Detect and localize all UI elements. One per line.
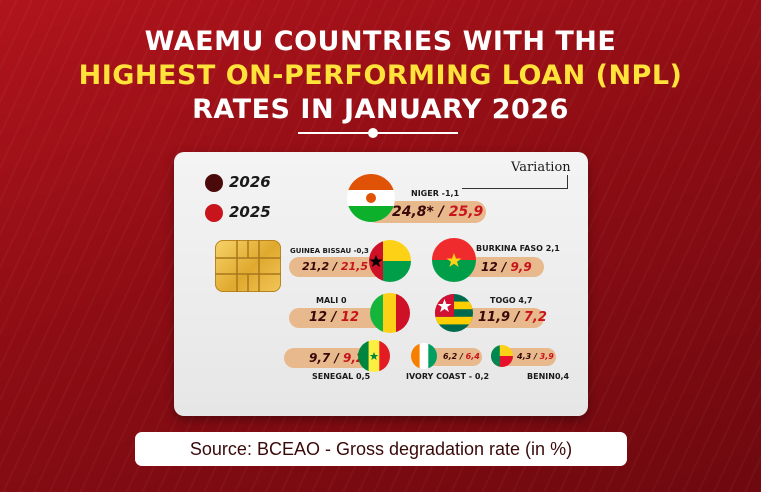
legend-dot-2025 <box>205 204 223 222</box>
legend-dot-2026 <box>205 174 223 192</box>
title-line-3: RATES IN JANUARY 2026 <box>192 94 569 125</box>
value-2026-guinea-bissau: 21,2 <box>302 260 330 273</box>
value-2025-ivory-coast: 6,4 <box>465 352 480 361</box>
mali-flag-icon <box>370 293 410 333</box>
value-guinea-bissau: 21,2 / 21,5 <box>302 260 368 273</box>
value-2025-niger: 25,9 <box>448 204 484 220</box>
pill-niger <box>366 201 486 223</box>
togo-flag-icon <box>435 294 473 332</box>
country-benin: BENIN0,4 <box>527 372 570 381</box>
burkina-faso-flag-icon <box>432 238 476 282</box>
source-box <box>135 432 627 466</box>
value-2026-benin: 4,3 <box>517 352 532 361</box>
value-2025-burkina-faso: 9,9 <box>510 260 532 274</box>
value-2026-burkina-faso: 12 <box>481 260 498 274</box>
value-benin: 4,3 / 3,9 <box>517 352 554 361</box>
pill-mali <box>289 308 389 328</box>
variation-leader-tick <box>567 175 568 189</box>
value-niger: 24,8* / 25,9 <box>392 204 484 220</box>
variation-label: Variation <box>511 160 571 175</box>
card-chip-icon <box>215 240 281 292</box>
value-2026-mali: 12 <box>309 310 328 325</box>
value-2026-togo: 11,9 <box>478 310 511 325</box>
benin-flag-icon <box>491 345 513 367</box>
country-guinea-bissau: GUINEA BISSAU -0,3 <box>290 247 369 255</box>
title-line-1: WAEMU COUNTRIES WITH THE <box>144 26 617 57</box>
value-2025-togo: 7,2 <box>523 310 547 325</box>
country-niger: NIGER -1,1 <box>411 189 460 198</box>
value-togo: 11,9 / 7,2 <box>478 310 547 325</box>
value-2026-senegal: 9,7 <box>309 351 331 365</box>
value-ivory-coast: 6,2 / 6,4 <box>443 352 480 361</box>
title-divider <box>298 132 458 134</box>
pill-togo <box>456 308 544 328</box>
value-burkina-faso: 12 / 9,9 <box>481 260 532 274</box>
legend-label-2025: 2025 <box>229 203 271 221</box>
value-mali: 12 / 12 <box>309 310 359 325</box>
variation-leader-line <box>462 188 568 189</box>
niger-flag-icon <box>347 174 395 222</box>
title-line-2: HIGHEST ON-PERFORMING LOAN (NPL) <box>78 60 683 91</box>
senegal-flag-icon <box>358 340 390 372</box>
country-mali: MALI 0 <box>316 296 347 305</box>
country-burkina-faso: BURKINA FASO 2,1 <box>476 244 560 253</box>
value-2025-guinea-bissau: 21,5 <box>340 260 368 273</box>
ivory-coast-flag-icon <box>411 343 437 369</box>
pill-senegal <box>284 348 374 368</box>
country-togo: TOGO 4,7 <box>490 296 533 305</box>
value-2025-benin: 3,9 <box>539 352 554 361</box>
title-divider-dot <box>368 128 378 138</box>
source-text: Source: BCEAO - Gross degradation rate (… <box>189 439 573 459</box>
guinea-bissau-flag-icon <box>369 240 411 282</box>
value-2026-niger: 24,8* <box>392 204 434 220</box>
country-senegal: SENEGAL 0,5 <box>312 372 371 381</box>
country-ivory-coast: IVORY COAST - 0,2 <box>406 372 490 381</box>
value-senegal: 9,7 / 9,2 <box>309 351 365 365</box>
value-2026-ivory-coast: 6,2 <box>443 352 458 361</box>
value-2025-mali: 12 <box>340 310 359 325</box>
legend-label-2026: 2026 <box>229 173 271 191</box>
